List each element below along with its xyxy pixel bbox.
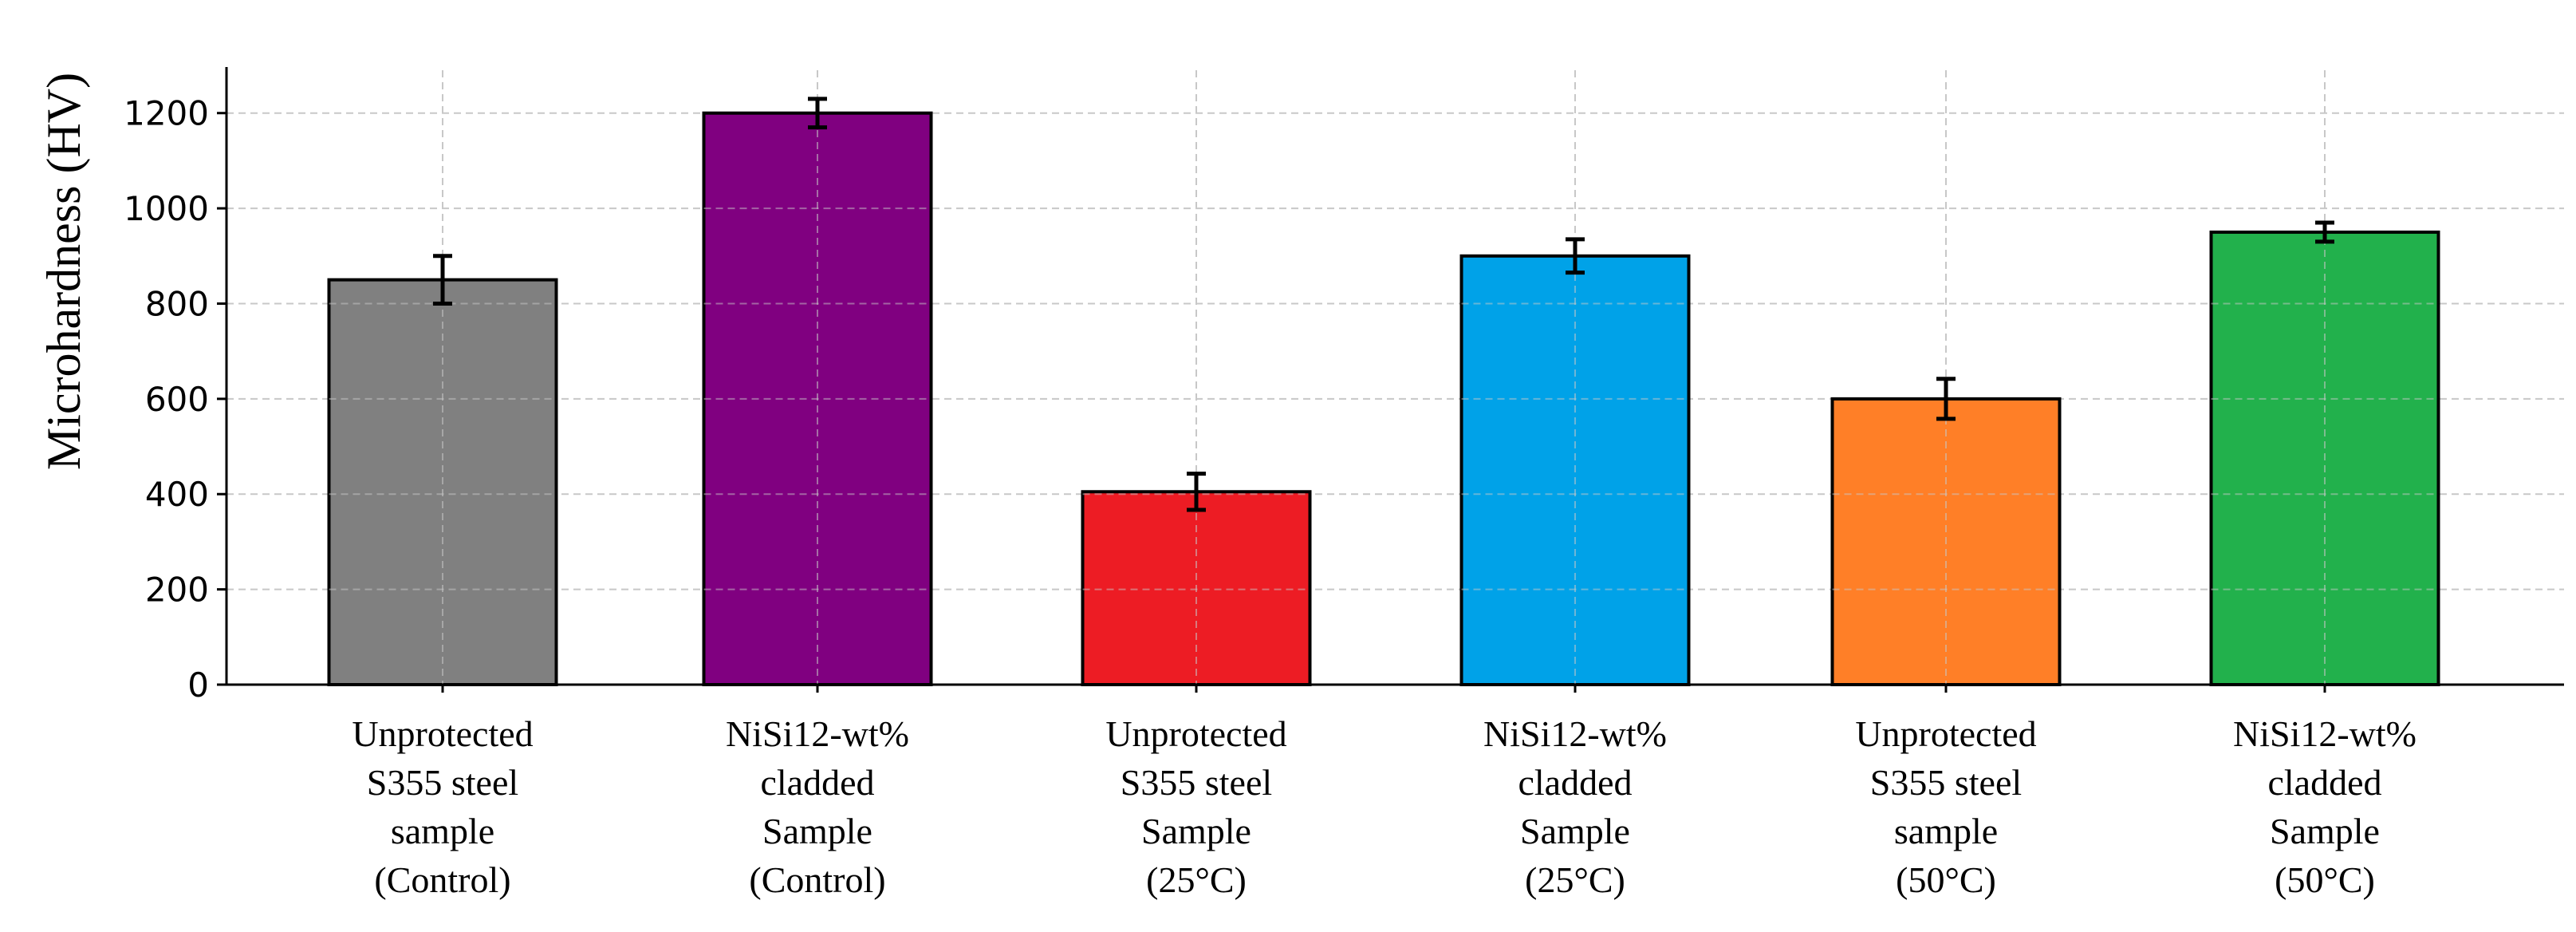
x-category-label-line: cladded <box>2267 762 2381 803</box>
axes <box>217 67 2564 693</box>
x-category-label: NiSi12-wt% cladded Sample (Control) <box>726 713 909 900</box>
x-category-label-line: (Control) <box>374 859 510 900</box>
x-category-label: Unprotected S355 steel Sample (25°C) <box>1105 713 1286 900</box>
y-tick-labels: 0 200 400 600 800 1000 1200 <box>124 94 209 705</box>
x-category-label-line: (Control) <box>749 859 885 900</box>
x-category-label-line: Sample <box>2270 811 2380 851</box>
x-category-label-line: cladded <box>760 762 874 803</box>
y-tick-label: 200 <box>145 571 209 610</box>
y-axis-title: Microhardness (HV) <box>37 73 90 470</box>
x-category-label: NiSi12-wt% cladded Sample (25°C) <box>1483 713 1667 900</box>
x-category-label-line: (25°C) <box>1146 859 1247 900</box>
x-category-label: Unprotected S355 steel sample (50°C) <box>1855 713 2036 900</box>
x-category-label-line: S355 steel <box>1870 762 2022 803</box>
y-tick-label: 0 <box>187 665 209 705</box>
error-bars <box>433 97 2334 512</box>
x-category-label-line: (50°C) <box>1896 859 1996 900</box>
y-tick-label: 800 <box>145 284 209 323</box>
x-category-label-line: Sample <box>1520 811 1630 851</box>
x-category-label-line: (50°C) <box>2275 859 2375 900</box>
x-category-label-line: sample <box>1894 811 1998 851</box>
x-category-label: Unprotected S355 steel sample (Control) <box>352 713 533 900</box>
x-category-label-line: sample <box>391 811 494 851</box>
x-category-label-line: Unprotected <box>352 713 533 754</box>
x-category-label-line: Sample <box>762 811 872 851</box>
y-tick-label: 1000 <box>124 189 209 228</box>
x-category-label-line: Sample <box>1141 811 1251 851</box>
x-category-labels: Unprotected S355 steel sample (Control)NiSi… <box>352 713 2416 900</box>
bars <box>327 70 2440 686</box>
x-category-label-line: NiSi12-wt% <box>1483 713 1667 754</box>
x-category-label-line: S355 steel <box>367 762 518 803</box>
x-category-label-line: S355 steel <box>1121 762 1272 803</box>
x-category-label-line: (25°C) <box>1525 859 1625 900</box>
x-category-label-line: cladded <box>1518 762 1632 803</box>
y-tick-label: 1200 <box>124 94 209 133</box>
y-tick-label: 600 <box>145 380 209 419</box>
x-category-label-line: Unprotected <box>1855 713 2036 754</box>
x-category-label-line: NiSi12-wt% <box>2233 713 2416 754</box>
x-category-label-line: Unprotected <box>1105 713 1286 754</box>
x-category-label-line: NiSi12-wt% <box>726 713 909 754</box>
y-tick-label: 400 <box>145 475 209 514</box>
x-category-label: NiSi12-wt% cladded Sample (50°C) <box>2233 713 2416 900</box>
